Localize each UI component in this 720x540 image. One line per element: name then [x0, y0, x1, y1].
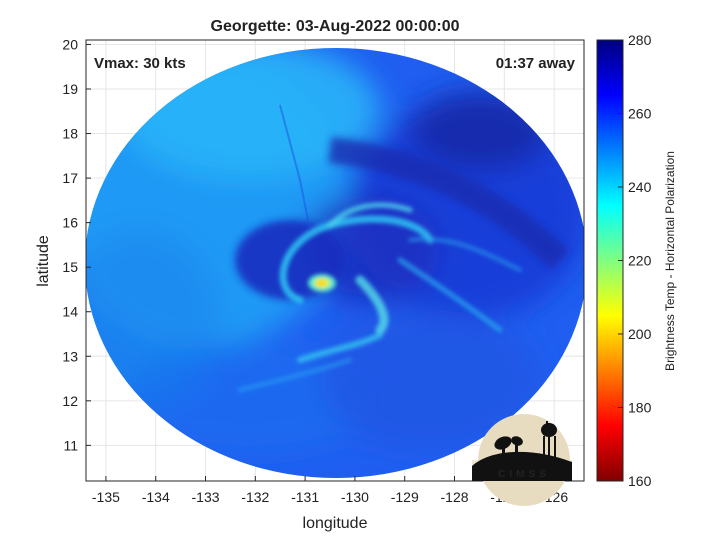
- y-tick-label: 17: [62, 170, 78, 186]
- y-tick-label: 15: [62, 259, 78, 275]
- colorbar-tick-label: 260: [628, 106, 652, 122]
- vmax-annotation: Vmax: 30 kts: [94, 55, 186, 72]
- x-tick-label: -134: [142, 489, 170, 505]
- y-tick-label: 18: [62, 126, 78, 142]
- axes-frame: [85, 39, 585, 482]
- cimss-logo: CIMSS: [472, 414, 572, 506]
- x-tick-label: -130: [341, 489, 369, 505]
- y-tick-label: 14: [62, 304, 78, 320]
- y-tick-label: 19: [62, 81, 78, 97]
- y-tick-label: 16: [62, 215, 78, 231]
- y-tick-label: 11: [63, 437, 78, 453]
- x-tick-label: -132: [241, 489, 269, 505]
- x-tick-label: -129: [391, 489, 419, 505]
- colorbar-tick-label: 240: [628, 179, 652, 195]
- time-away-annotation: 01:37 away: [496, 55, 576, 72]
- y-tick-label: 12: [62, 393, 78, 409]
- x-axis-label: longitude: [303, 515, 368, 532]
- x-tick-label: -135: [92, 489, 120, 505]
- x-tick-label: -133: [192, 489, 220, 505]
- y-tick-label: 13: [62, 348, 78, 364]
- colorbar: 160 180 200 220 240 260 280 Brightness Temp - …: [596, 32, 677, 489]
- y-tick-label: 20: [62, 36, 78, 52]
- colorbar-tick-label: 200: [628, 326, 652, 342]
- y-axis-label: latitude: [35, 235, 52, 287]
- colorbar-tick-label: 220: [628, 253, 652, 269]
- colorbar-label: Brightness Temp - Horizontal Polarizatio…: [663, 151, 677, 371]
- colorbar-ticks: 160 180 200 220 240 260 280: [618, 32, 652, 489]
- colorbar-tick-label: 180: [628, 400, 652, 416]
- logo-text: CIMSS: [498, 469, 550, 480]
- colorbar-tick-label: 280: [628, 32, 652, 48]
- colorbar-tick-label: 160: [628, 473, 652, 489]
- x-tick-label: -131: [291, 489, 319, 505]
- chart-title: Georgette: 03-Aug-2022 00:00:00: [211, 18, 460, 35]
- y-axis: 11 12 13 14 15 16 17 18 19 20: [62, 36, 91, 453]
- x-tick-label: -128: [441, 489, 469, 505]
- water-tower-icon: [541, 421, 557, 460]
